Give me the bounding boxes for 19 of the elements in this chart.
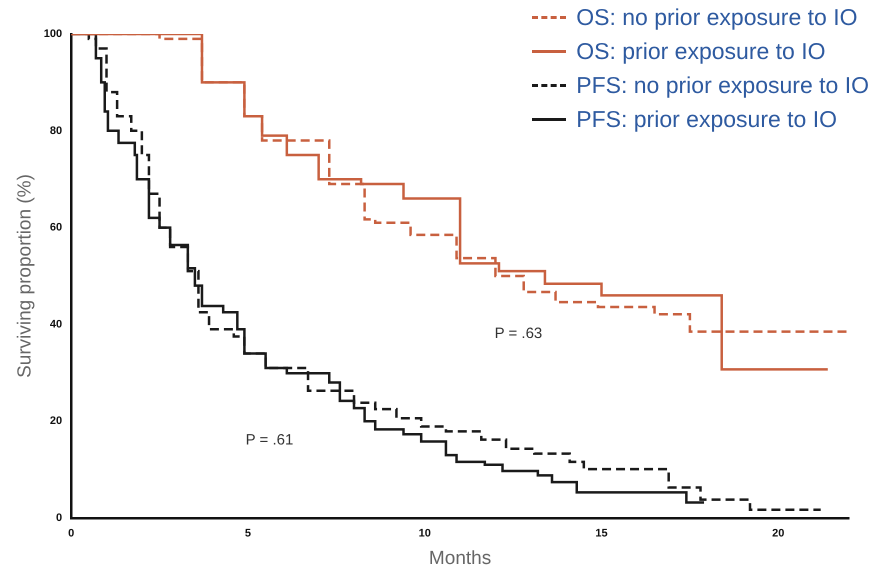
y-tick-label: 60 (50, 222, 62, 234)
y-tick-label: 40 (50, 318, 62, 330)
x-tick-label: 15 (595, 528, 608, 540)
y-tick-label: 0 (56, 512, 62, 524)
x-tick-label: 5 (244, 528, 251, 540)
x-tick-label: 20 (772, 528, 784, 540)
legend-label: PFS: prior exposure to IO (576, 105, 838, 134)
annotation: P = .63 (494, 325, 542, 342)
x-tick-label: 0 (68, 528, 74, 540)
legend-label: OS: no prior exposure to IO (576, 3, 858, 32)
y-tick-label: 80 (50, 124, 62, 137)
legend-label: PFS: no prior exposure to IO (576, 71, 869, 100)
x-axis-title: Months (428, 548, 492, 569)
y-tick-label: 20 (50, 415, 62, 428)
y-axis-title: Surviving proportion (%) (14, 174, 36, 378)
x-tick-label: 10 (418, 528, 431, 540)
y-tick-label: 100 (44, 28, 62, 40)
legend-label: OS: prior exposure to IO (576, 37, 826, 66)
annotation: P = .61 (246, 432, 294, 449)
